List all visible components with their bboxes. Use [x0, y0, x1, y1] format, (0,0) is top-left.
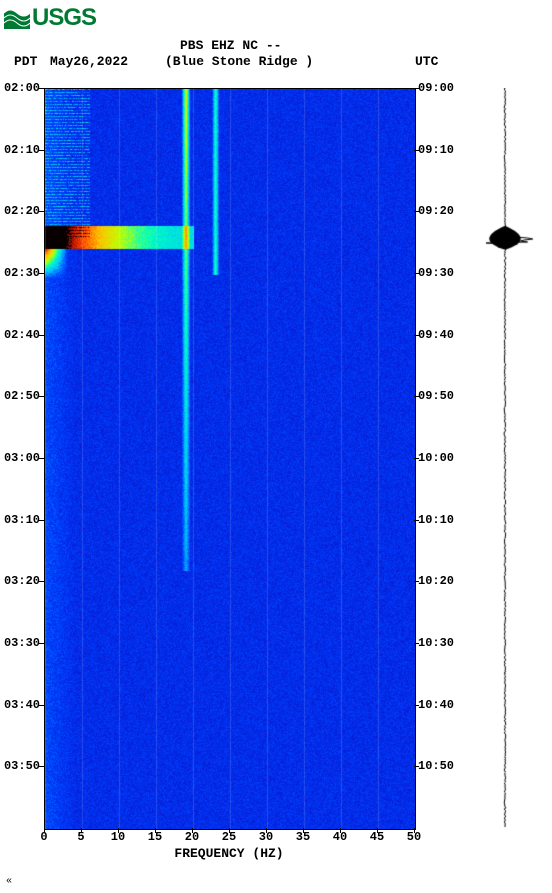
- x-tick: 45: [370, 828, 384, 844]
- x-tick: 50: [407, 828, 421, 844]
- x-tick: 10: [111, 828, 125, 844]
- y-right-tick: 10:50: [414, 759, 454, 773]
- y-right-tick: 10:20: [414, 574, 454, 588]
- y-left-tick: 03:10: [4, 513, 44, 527]
- spectrogram-region: 02:0009:0002:1009:1002:2009:2002:3009:30…: [44, 88, 414, 828]
- station-name: (Blue Stone Ridge ): [165, 54, 313, 69]
- y-right-tick: 09:30: [414, 266, 454, 280]
- y-left-tick: 03:20: [4, 574, 44, 588]
- y-right-tick: 10:10: [414, 513, 454, 527]
- y-right-tick: 09:40: [414, 328, 454, 342]
- x-tick: 0: [40, 828, 47, 844]
- station-line: PBS EHZ NC --: [180, 38, 281, 53]
- x-axis-label: FREQUENCY (HZ): [174, 846, 283, 861]
- x-tick: 25: [222, 828, 236, 844]
- y-left-tick: 03:30: [4, 636, 44, 650]
- usgs-text: USGS: [32, 4, 96, 32]
- x-tick: 40: [333, 828, 347, 844]
- y-left-tick: 03:00: [4, 451, 44, 465]
- y-right-tick: 09:50: [414, 389, 454, 403]
- y-right-tick: 09:20: [414, 204, 454, 218]
- usgs-logo: USGS: [4, 4, 96, 32]
- y-right-tick: 09:10: [414, 143, 454, 157]
- corner-glyph: «: [6, 876, 12, 887]
- y-left-tick: 03:40: [4, 698, 44, 712]
- x-tick: 35: [296, 828, 310, 844]
- y-left-tick: 02:30: [4, 266, 44, 280]
- x-tick: 30: [259, 828, 273, 844]
- y-left-tick: 02:00: [4, 81, 44, 95]
- x-tick: 15: [148, 828, 162, 844]
- y-left-tick: 02:40: [4, 328, 44, 342]
- pdt-label: PDT: [14, 54, 37, 69]
- y-right-tick: 10:30: [414, 636, 454, 650]
- spectrogram-canvas: [44, 88, 416, 830]
- y-right-tick: 10:40: [414, 698, 454, 712]
- amplitude-canvas: [460, 88, 550, 828]
- y-left-tick: 03:50: [4, 759, 44, 773]
- y-right-tick: 09:00: [414, 81, 454, 95]
- y-right-tick: 10:00: [414, 451, 454, 465]
- utc-label: UTC: [415, 54, 438, 69]
- y-left-tick: 02:10: [4, 143, 44, 157]
- x-tick: 20: [185, 828, 199, 844]
- x-tick: 5: [77, 828, 84, 844]
- amplitude-region: [460, 88, 550, 828]
- date-label: May26,2022: [50, 54, 128, 69]
- wave-icon: [4, 7, 30, 29]
- y-left-tick: 02:20: [4, 204, 44, 218]
- y-left-tick: 02:50: [4, 389, 44, 403]
